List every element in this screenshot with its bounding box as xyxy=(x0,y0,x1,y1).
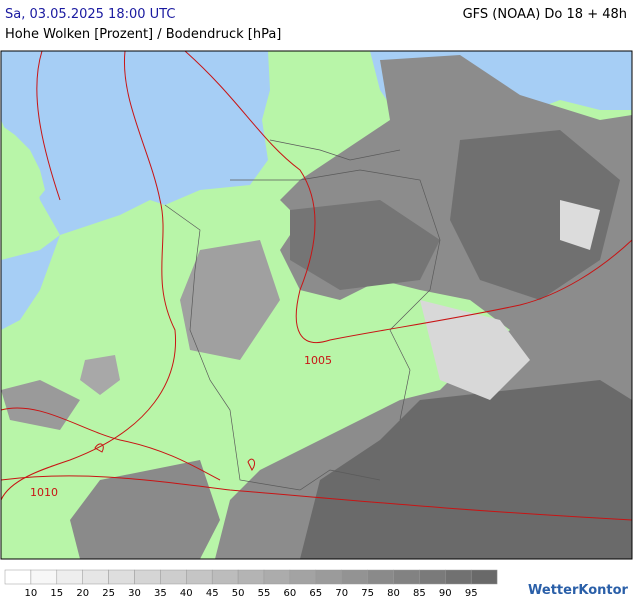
legend-label: 65 xyxy=(309,588,322,599)
isobar-label: 1010 xyxy=(30,486,58,499)
legend-swatch xyxy=(30,569,58,585)
legend-swatch xyxy=(160,569,187,585)
legend-label: 25 xyxy=(102,588,115,599)
legend-swatch xyxy=(4,569,32,585)
legend-label: 85 xyxy=(413,588,426,599)
legend-label: 30 xyxy=(128,588,141,599)
legend-swatch xyxy=(445,569,472,585)
legend-label: 90 xyxy=(439,588,452,599)
legend-swatch xyxy=(211,569,239,585)
legend-swatch xyxy=(108,569,135,585)
legend-label: 50 xyxy=(232,588,245,599)
legend-label: 20 xyxy=(76,588,89,599)
legend-label: 80 xyxy=(387,588,400,599)
legend-label: 10 xyxy=(25,588,38,599)
legend-swatch xyxy=(186,569,213,585)
clouds xyxy=(1,55,632,559)
borders xyxy=(164,139,441,491)
channel xyxy=(1,235,60,330)
legend-label: 40 xyxy=(180,588,193,599)
isobars xyxy=(0,50,633,521)
legend-swatch xyxy=(315,569,342,585)
legend-label: 75 xyxy=(361,588,374,599)
legend-label: 35 xyxy=(154,588,167,599)
map-frame xyxy=(0,50,633,560)
legend-swatch xyxy=(134,569,161,585)
legend-swatch xyxy=(341,569,368,585)
legend-swatch xyxy=(56,569,83,585)
legend: 10 15 20 25 30 35 40 45 50 55 60 65 70 75 80 85 90 95 xyxy=(4,569,498,599)
north-sea xyxy=(1,51,270,235)
legend-label: 45 xyxy=(206,588,219,599)
uk-land xyxy=(1,125,45,230)
legend-label: 70 xyxy=(335,588,348,599)
legend-swatch xyxy=(237,569,265,585)
legend-swatch xyxy=(289,569,317,585)
legend-label: 15 xyxy=(50,588,63,599)
subtitle: Hohe Wolken [Prozent] / Bodendruck [hPa] xyxy=(5,27,282,42)
legend-label: 95 xyxy=(465,588,478,599)
legend-swatch xyxy=(367,569,394,585)
legend-label: 55 xyxy=(258,588,271,599)
legend-swatch xyxy=(470,569,498,585)
datetime: Sa, 03.05.2025 18:00 UTC xyxy=(5,7,176,22)
isobar-label: 1005 xyxy=(304,354,332,367)
model-run: GFS (NOAA) Do 18 + 48h xyxy=(462,7,627,22)
legend-swatch xyxy=(82,569,109,585)
logo: WetterKontor xyxy=(528,583,629,598)
legend-label: 60 xyxy=(284,588,297,599)
legend-swatch xyxy=(263,569,291,585)
legend-swatch xyxy=(393,569,420,585)
legend-swatch xyxy=(419,569,446,585)
